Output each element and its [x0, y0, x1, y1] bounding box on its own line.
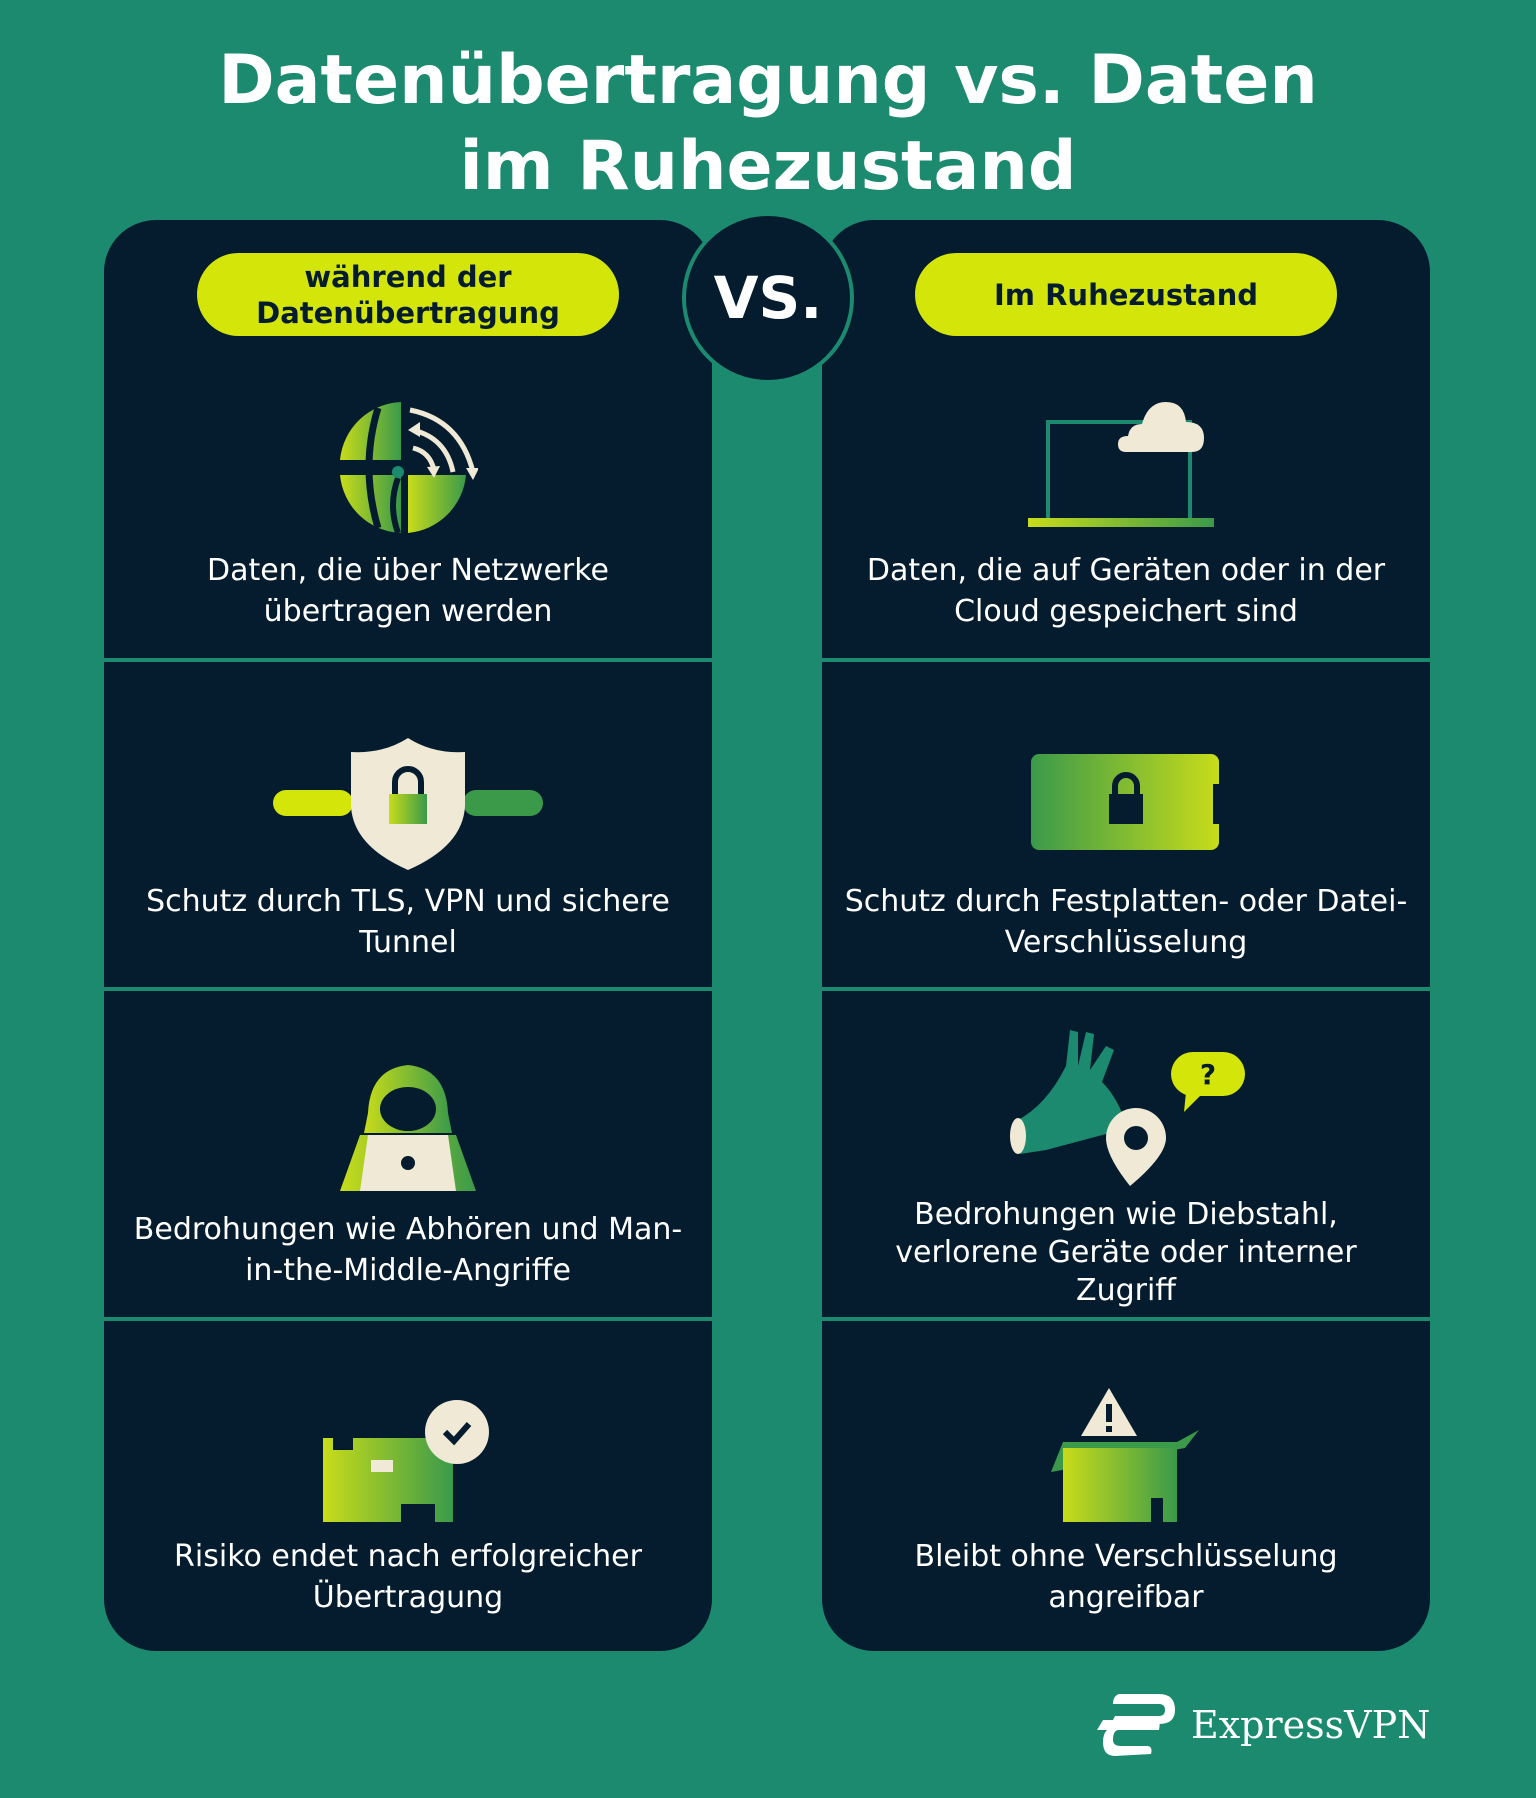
expressvpn-logo-icon: [1097, 1694, 1175, 1756]
brand-name: ExpressVPN: [1191, 1703, 1431, 1747]
hand-grabbing-location-icon: ?: [1010, 1030, 1245, 1186]
row-text: Daten, die auf Geräten oder in der Cloud…: [866, 553, 1386, 629]
row-text: Daten, die über Netzwerke übertragen wer…: [206, 553, 610, 629]
globe-transfer-icon: [340, 402, 478, 535]
delivered-package-check-icon: [323, 1400, 489, 1522]
page-title: Datenübertragung vs. Daten im Ruhezustan…: [218, 41, 1318, 206]
row-text: Schutz durch TLS, VPN und sichere Tunnel: [146, 884, 670, 960]
encrypted-drive-lock-icon: [1031, 754, 1221, 850]
question-mark-icon: ?: [1200, 1058, 1216, 1091]
divider: [822, 658, 1430, 662]
divider: [104, 658, 712, 662]
row-text: Bedrohungen wie Abhören und Man-in-the-M…: [133, 1212, 683, 1288]
divider: [104, 1317, 712, 1321]
divider: [104, 987, 712, 991]
shield-lock-tunnel-icon: [273, 738, 543, 870]
laptop-cloud-icon: [1028, 402, 1214, 527]
in-transit-header: während der Datenübertragung: [197, 253, 619, 336]
vs-badge: VS.: [682, 212, 854, 384]
in-transit-card: während der Datenübertragung Daten, die …: [104, 220, 712, 1651]
row-text: Bleibt ohne Verschlüsselung angreifbar: [914, 1539, 1338, 1615]
row-text: Schutz durch Festplatten- oder Datei-Ver…: [844, 884, 1408, 960]
expressvpn-logo: ExpressVPN: [1097, 1694, 1430, 1756]
divider: [822, 1317, 1430, 1321]
open-box-warning-icon: [1051, 1388, 1199, 1522]
at-rest-card: Im Ruhezustand Daten, die auf Geräten od…: [822, 220, 1430, 1651]
row-text: Risiko endet nach erfolgreicher Übertrag…: [174, 1539, 642, 1615]
at-rest-header: Im Ruhezustand: [915, 253, 1337, 336]
row-text: Bedrohungen wie Diebstahl, verlorene Ger…: [895, 1197, 1357, 1308]
hooded-hacker-laptop-icon: [340, 1065, 476, 1191]
divider: [822, 987, 1430, 991]
